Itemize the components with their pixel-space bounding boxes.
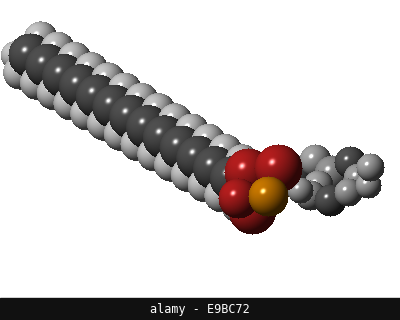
Text: alamy - E9BC72: alamy - E9BC72 (150, 302, 250, 316)
Bar (0, 298, 400, 320)
